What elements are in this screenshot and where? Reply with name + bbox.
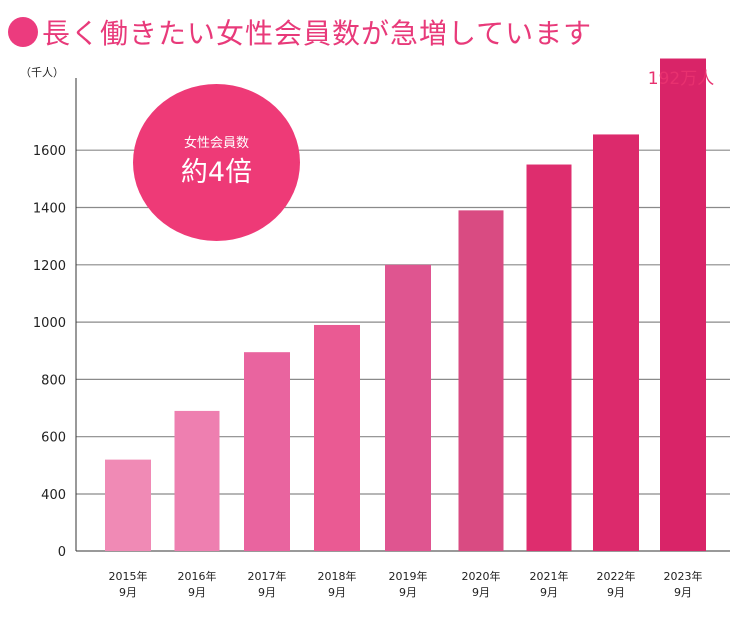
y-tick-label: 1400 [33,202,66,217]
x-tick-label: 9月 [328,586,346,599]
bar [458,210,504,552]
x-tick-label: 9月 [119,586,137,599]
x-tick-label: 9月 [540,586,558,599]
x-tick-label: 2015年 [109,569,148,583]
x-tick-label: 9月 [607,586,625,599]
x-tick-label: 9月 [674,586,692,599]
y-tick-label: 600 [41,431,66,446]
badge-headline: 約4倍 [180,157,253,188]
y-tick-label: 800 [41,373,66,388]
x-tick-label: 2019年 [389,569,428,583]
title-bullet-icon [8,17,38,47]
top-bar-label: 192万人 [647,69,715,89]
x-tick-label: 9月 [258,586,276,599]
bar [174,410,220,551]
x-tick-label: 2022年 [597,569,636,583]
x-tick-label: 9月 [472,586,490,599]
bar [526,164,572,551]
bar [244,352,290,551]
x-tick-label: 2017年 [248,569,287,583]
x-tick-label: 2018年 [318,569,357,583]
y-axis-unit-label: （千人） [20,66,64,79]
x-tick-label: 2023年 [664,569,703,583]
y-tick-label: 1200 [33,259,66,274]
x-tick-label: 9月 [399,586,417,599]
y-tick-label: 1600 [33,144,66,159]
x-tick-label: 2020年 [462,569,501,583]
bar [593,134,639,551]
bar [385,264,431,551]
x-tick-label: 2021年 [530,569,569,583]
bar [660,58,706,552]
bar [105,459,151,551]
badge-subtitle: 女性会員数 [183,136,249,151]
x-tick-label: 2016年 [178,569,217,583]
growth-badge: 女性会員数 約4倍 [133,84,300,241]
x-tick-label: 9月 [188,586,206,599]
y-tick-label: 400 [41,488,66,503]
y-tick-label: 0 [58,545,66,560]
title-text: 長く働きたい女性会員数が急増しています [42,17,593,50]
page-title: 長く働きたい女性会員数が急増しています [8,10,592,54]
bar [314,324,360,551]
y-tick-label: 1000 [33,316,66,331]
